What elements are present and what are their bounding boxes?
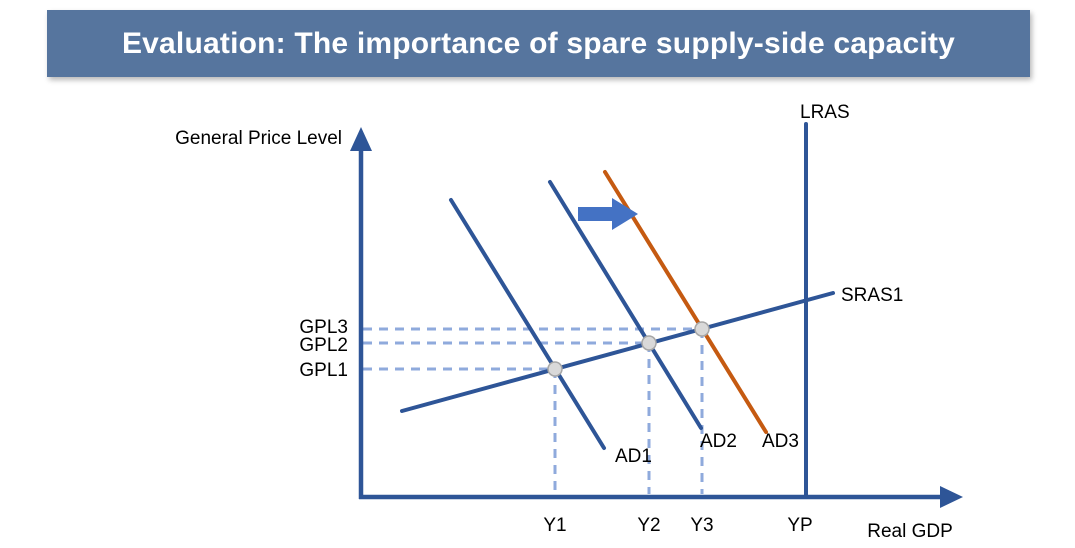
gpl2-label: GPL2 [299,335,348,356]
ad3-label: AD3 [762,431,799,452]
slide-title-banner: Evaluation: The importance of spare supp… [47,10,1030,77]
ad2-label: AD2 [700,431,737,452]
gpl1-label: GPL1 [299,360,348,381]
slide-title: Evaluation: The importance of spare supp… [121,26,956,60]
ad2-curve [548,180,703,430]
y1-label: Y1 [543,515,566,536]
lras-label: LRAS [800,102,850,123]
y-axis-label: General Price Level [175,128,342,149]
x-axis-label: Real GDP [867,521,953,542]
yp-label: YP [787,515,812,536]
y-axis-arrowhead-icon [350,127,372,151]
y2-label: Y2 [637,515,660,536]
equilibrium-point-1 [547,361,563,377]
x-axis-arrowhead-icon [940,486,963,508]
equilibrium-point-3 [694,321,710,337]
shift-right-arrow-icon [578,198,638,230]
ad1-curve [449,198,606,450]
y3-label: Y3 [690,515,713,536]
ad1-label: AD1 [615,446,652,467]
sras1-label: SRAS1 [841,285,903,306]
gpl3-label: GPL3 [299,317,348,338]
equilibrium-point-2 [641,335,657,351]
sras1-line [400,291,835,413]
